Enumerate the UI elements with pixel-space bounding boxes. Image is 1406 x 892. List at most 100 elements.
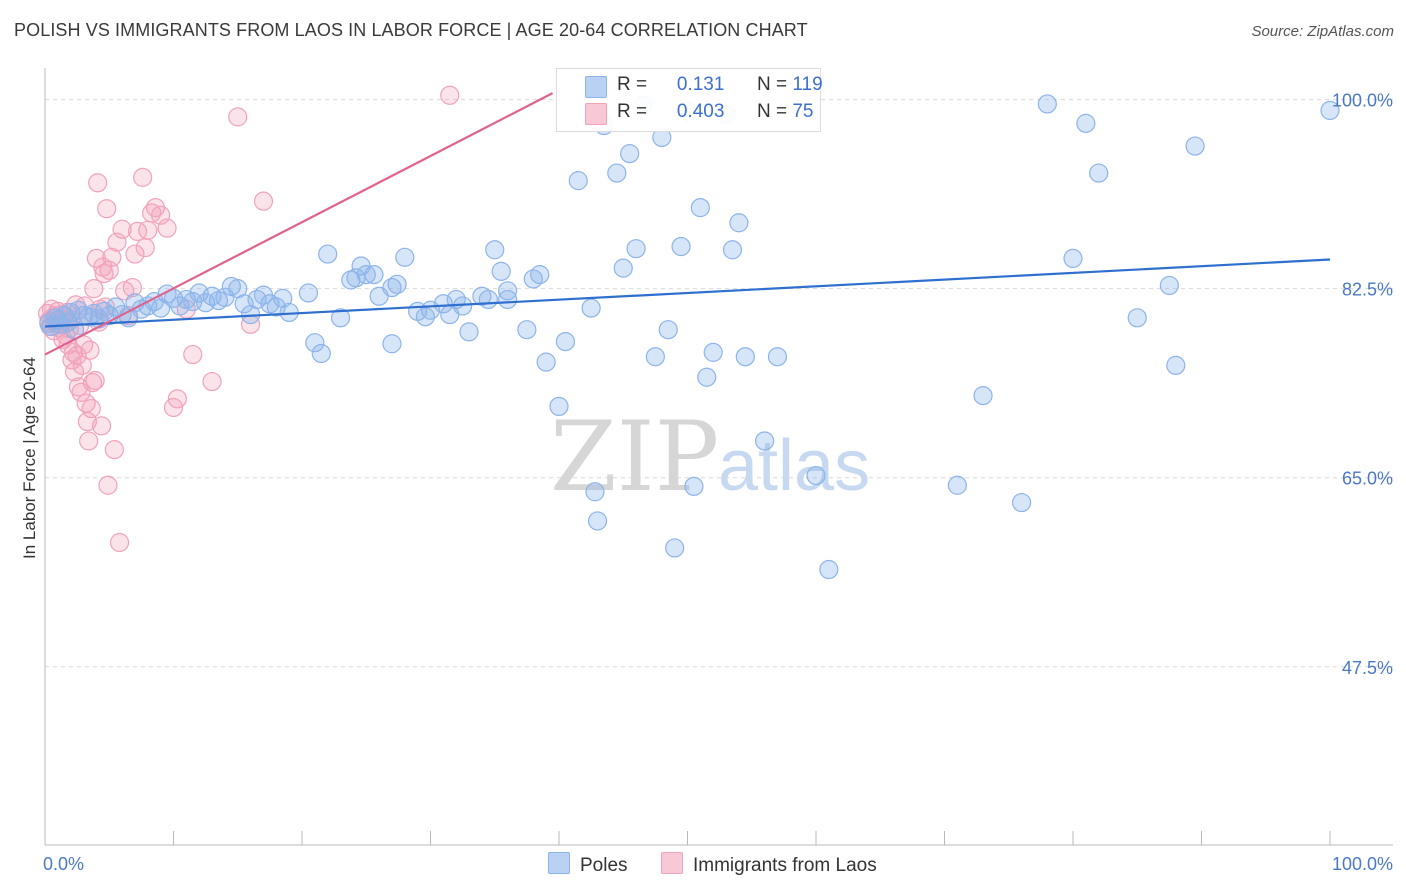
- poles-point-98: [703, 342, 723, 362]
- poles-point-48: [330, 308, 351, 328]
- y-tick-label-0: 47.5%: [1342, 658, 1393, 678]
- legend-row-poles: R = 0.131 N = 119: [557, 73, 823, 99]
- poles-point-23: [151, 298, 171, 318]
- poles-point-86: [620, 144, 640, 164]
- poles-point-93: [671, 236, 691, 257]
- poles-point-62: [433, 294, 453, 314]
- source-credit: Source: ZipAtlas.com: [1251, 23, 1394, 40]
- legend-row-laos: R = 0.403 N = 75: [557, 100, 820, 126]
- poles-point-56: [387, 274, 407, 294]
- poles-point-89: [645, 347, 665, 367]
- laos-point-67: [167, 389, 187, 409]
- x-tick-label-min: 0.0%: [43, 854, 84, 874]
- laos-point-52: [109, 532, 130, 553]
- poles-point-104: [767, 347, 788, 367]
- poles-point-57: [382, 334, 402, 354]
- laos-point-34: [81, 398, 101, 419]
- series-poles-points: [39, 94, 1340, 580]
- poles-point-9: [68, 300, 89, 320]
- laos-point-37: [85, 370, 105, 391]
- laos-point-39: [88, 173, 108, 193]
- legend-swatch-laos: [585, 103, 607, 125]
- x-tick-label-max: 100.0%: [1332, 854, 1393, 874]
- poles-point-46: [311, 343, 331, 364]
- poles-point-76: [536, 352, 556, 372]
- poles-point-117: [1185, 136, 1205, 156]
- laos-point-32: [79, 431, 99, 451]
- poles-point-118: [1320, 100, 1340, 121]
- poles-point-70: [485, 240, 505, 260]
- laos-point-70: [202, 371, 222, 392]
- legend-n-value-laos: 75: [792, 101, 814, 122]
- laos-point-74: [440, 85, 460, 105]
- series-laos-points: [37, 85, 460, 553]
- laos-point-69: [183, 344, 203, 365]
- laos-point-56: [122, 277, 142, 298]
- poles-point-91: [658, 320, 678, 340]
- axes: [44, 68, 1393, 846]
- legend-n-value-poles: 119: [792, 74, 823, 95]
- laos-point-71: [228, 107, 248, 127]
- legend-r-value-poles: 0.131: [676, 74, 725, 95]
- laos-point-58: [127, 221, 148, 241]
- watermark-zip: ZIP: [550, 401, 719, 513]
- laos-point-46: [97, 199, 117, 219]
- laos-point-57: [125, 244, 145, 264]
- poles-point-16: [106, 297, 126, 317]
- laos-point-23: [67, 346, 87, 366]
- laos-point-36: [84, 279, 104, 299]
- poles-point-74: [530, 265, 550, 285]
- legend-r-label-poles: R =: [617, 74, 648, 95]
- laos-point-35: [82, 373, 103, 393]
- legend-item-poles: Poles: [548, 852, 628, 877]
- poles-point-84: [607, 163, 627, 183]
- poles-point-55: [382, 277, 402, 298]
- legend-swatch-laos-bottom: [661, 852, 683, 874]
- poles-point-103: [754, 431, 775, 451]
- poles-point-78: [555, 331, 576, 352]
- poles-point-69: [491, 261, 511, 281]
- laos-point-49: [102, 247, 122, 267]
- laos-point-33: [80, 340, 100, 360]
- poles-point-80: [581, 298, 601, 318]
- laos-point-27: [72, 355, 92, 375]
- trend-lines: [44, 92, 1331, 356]
- poles-point-87: [626, 239, 646, 259]
- legend-n-label-poles: N =: [756, 74, 788, 95]
- stats-legend: R = 0.131 N = 119 R = 0.403 N = 75: [556, 68, 823, 132]
- poles-point-109: [1011, 492, 1032, 513]
- grid-lines: [45, 99, 1393, 668]
- legend-item-laos: Immigrants from Laos: [661, 852, 877, 877]
- y-tick-label-2: 82.5%: [1342, 280, 1393, 300]
- legend-swatch-poles-bottom: [548, 852, 570, 874]
- laos-point-65: [157, 218, 177, 238]
- poles-point-102: [735, 347, 755, 367]
- poles-point-95: [684, 476, 704, 496]
- y-axis-label: In Labor Force | Age 20-64: [20, 357, 39, 559]
- laos-point-73: [253, 191, 274, 211]
- laos-point-47: [98, 475, 118, 495]
- poles-point-92: [665, 538, 685, 558]
- poles-point-42: [273, 288, 293, 308]
- y-tick-labels: 47.5% 65.0% 82.5% 100.0%: [1332, 91, 1393, 678]
- watermark-atlas: atlas: [718, 426, 870, 506]
- laos-point-59: [133, 167, 153, 187]
- poles-point-75: [517, 320, 537, 340]
- poles-point-47: [318, 244, 338, 264]
- poles-point-106: [819, 559, 839, 580]
- poles-point-85: [613, 258, 633, 278]
- poles-point-68: [478, 289, 498, 310]
- chart-title: POLISH VS IMMIGRANTS FROM LAOS IN LABOR …: [14, 20, 808, 40]
- poles-point-52: [356, 265, 376, 285]
- poles-point-53: [364, 265, 384, 285]
- poles-point-108: [973, 386, 993, 406]
- poles-point-45: [305, 333, 325, 353]
- y-tick-label-1: 65.0%: [1342, 469, 1393, 489]
- poles-point-82: [587, 511, 608, 531]
- laos-point-50: [104, 440, 124, 460]
- poles-point-97: [697, 367, 717, 387]
- laos-point-21: [64, 362, 85, 382]
- legend-swatch-poles: [585, 76, 607, 98]
- poles-point-112: [1076, 113, 1096, 133]
- poles-point-44: [298, 283, 319, 303]
